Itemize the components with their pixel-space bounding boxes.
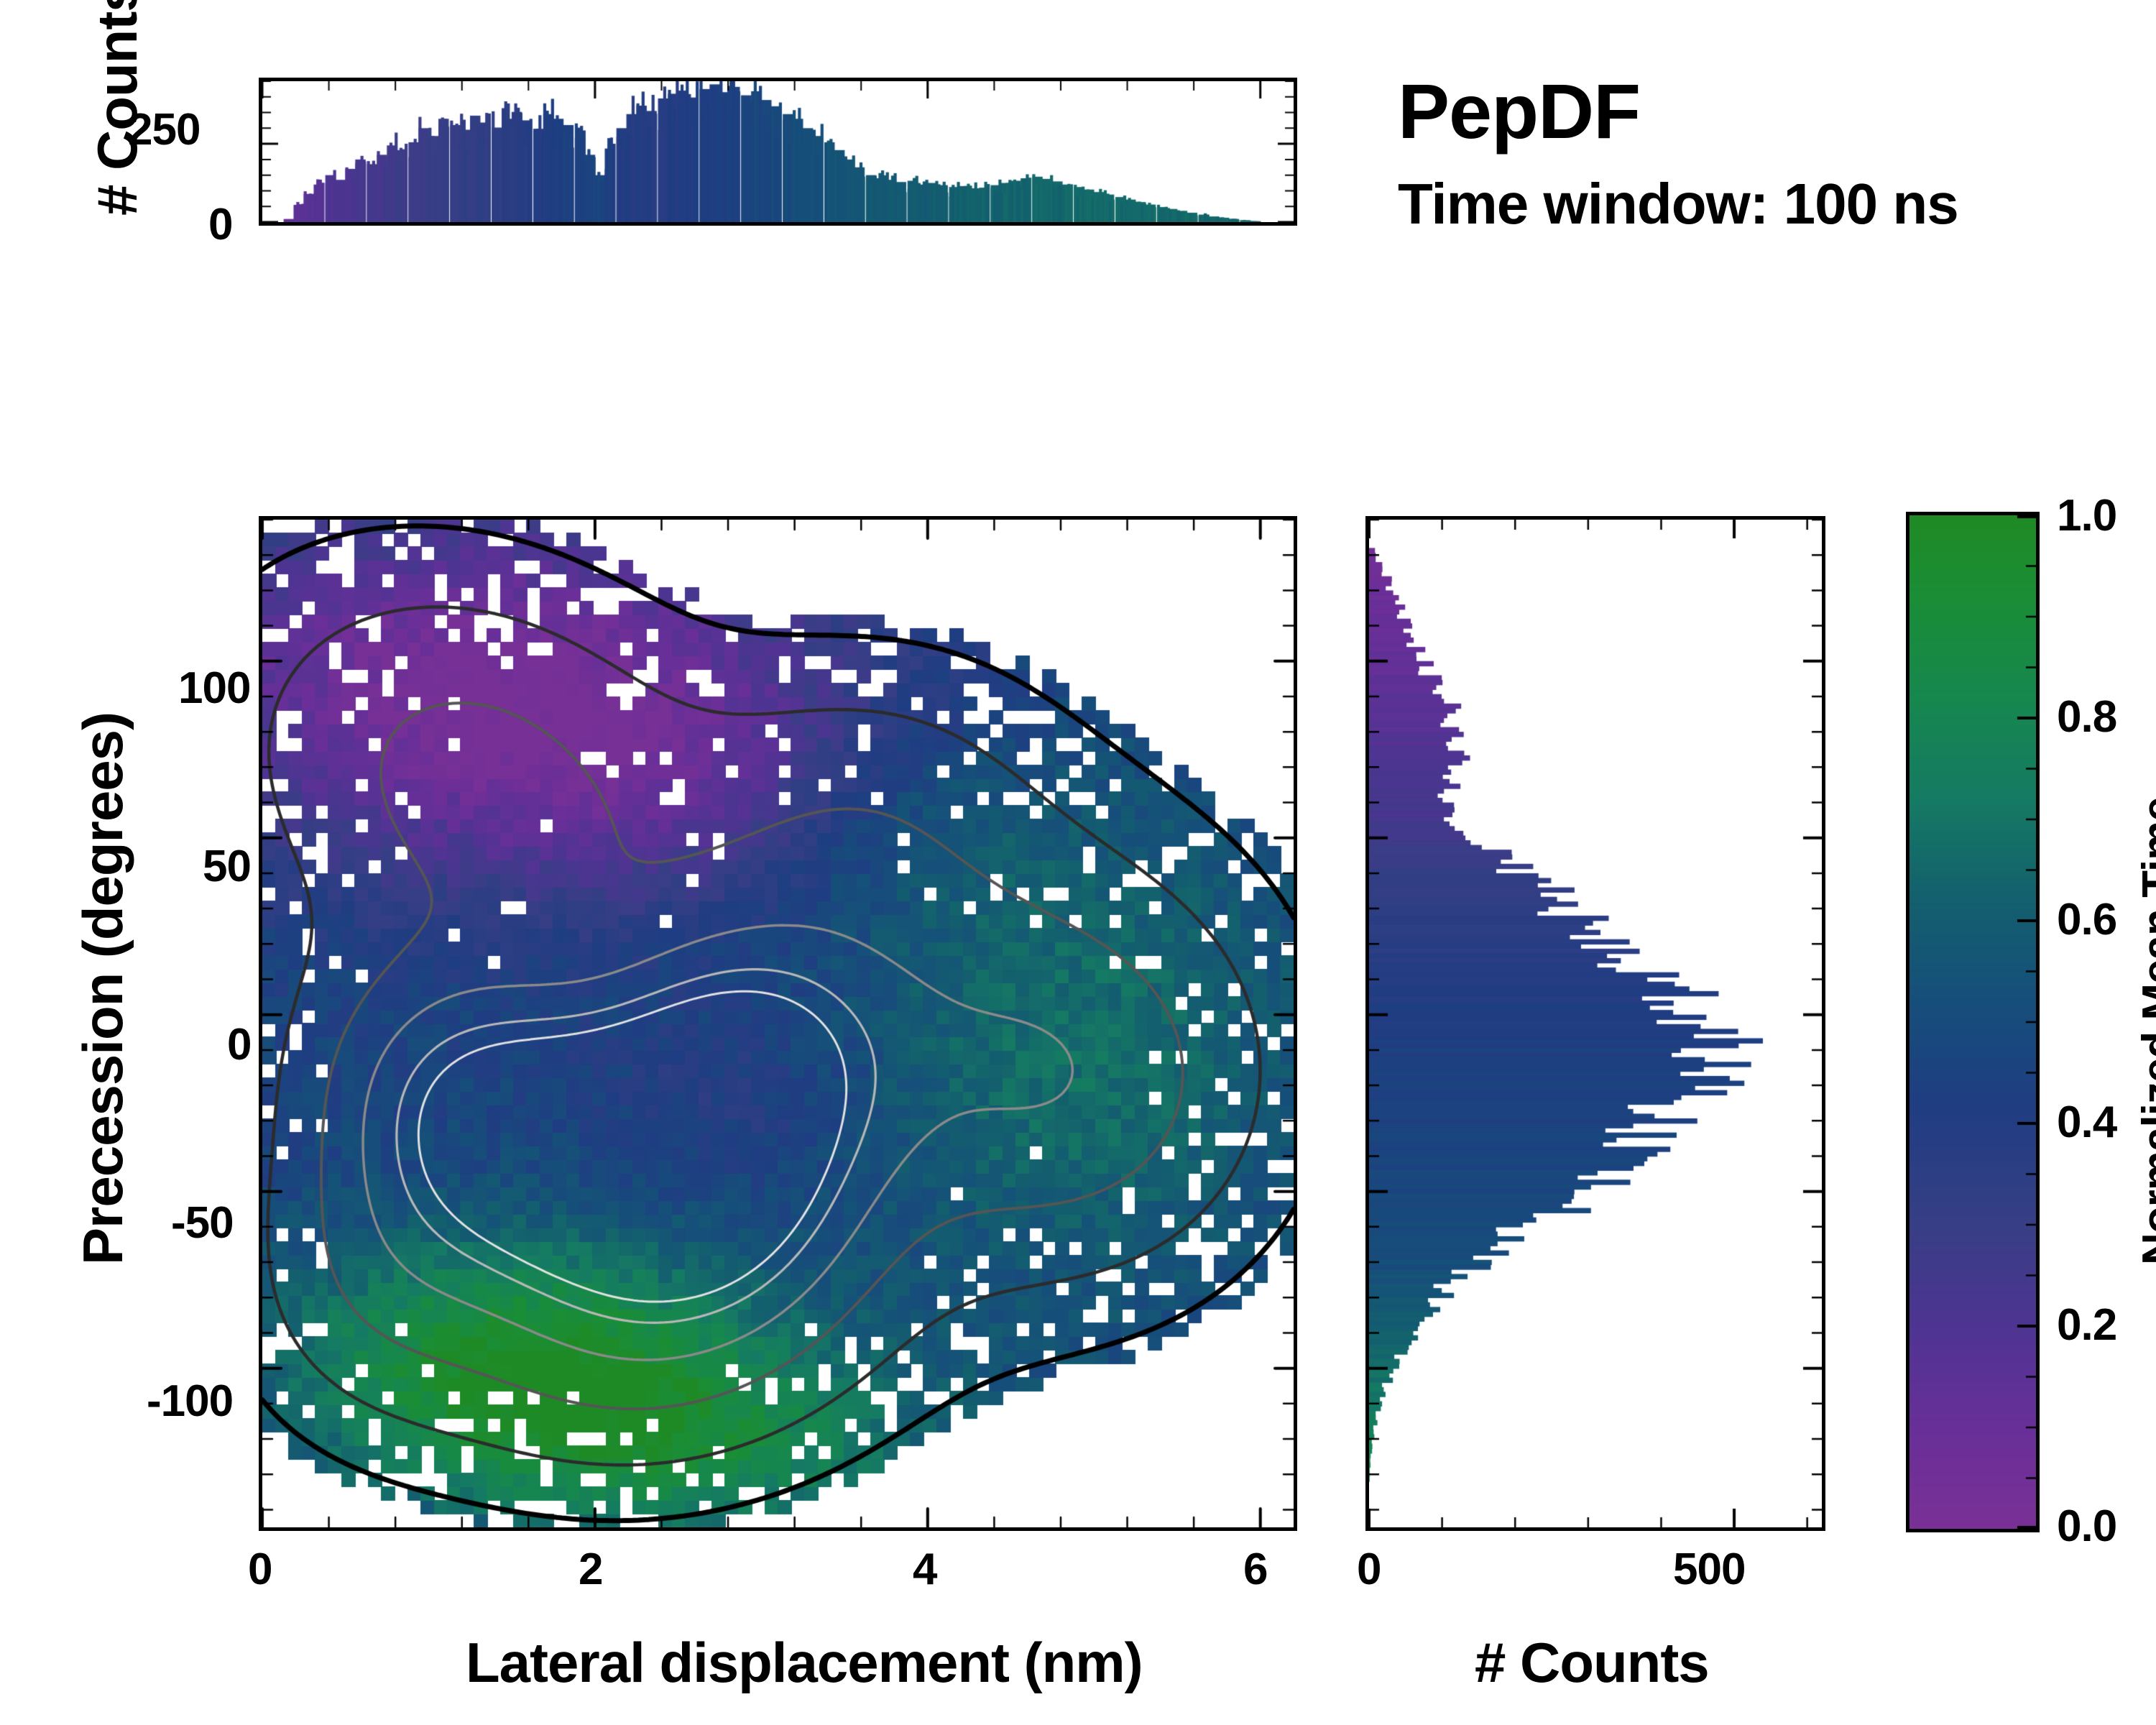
top-ytick-label-250: 250 bbox=[128, 105, 201, 155]
colorbar-gradient bbox=[1909, 515, 2036, 1529]
right-xtick-label-0: 0 bbox=[1357, 1545, 1381, 1594]
colorbar-tick-label-0_2: 0.2 bbox=[2057, 1300, 2117, 1350]
top-ytick-label-0: 0 bbox=[208, 200, 233, 249]
figure-subtitle: Time window: 100 ns bbox=[1398, 172, 1959, 236]
colorbar-tick-label-0_0: 0.0 bbox=[2057, 1501, 2117, 1551]
main-xtick-label-0: 0 bbox=[248, 1545, 272, 1594]
main-ytick-label-50: 50 bbox=[203, 842, 252, 891]
right-histogram-axes bbox=[1365, 516, 1825, 1531]
main-ytick-label-neg100: -100 bbox=[147, 1376, 234, 1426]
colorbar-axes bbox=[1906, 512, 2040, 1532]
colorbar-tick-label-0_4: 0.4 bbox=[2057, 1098, 2117, 1147]
main-xlabel: Lateral displacement (nm) bbox=[466, 1631, 1143, 1694]
figure-title: PepDF bbox=[1398, 68, 1641, 155]
main-ytick-label-0: 0 bbox=[227, 1020, 252, 1070]
main-xtick-label-6: 6 bbox=[1243, 1545, 1268, 1594]
main-xtick-label-2: 2 bbox=[579, 1545, 603, 1594]
top-histogram-canvas bbox=[262, 81, 1294, 222]
main-ytick-label-neg50: -50 bbox=[171, 1198, 234, 1248]
colorbar-tick-label-1_0: 1.0 bbox=[2057, 491, 2117, 540]
main-ylabel: Precession (degrees) bbox=[71, 712, 134, 1265]
right-histogram-canvas bbox=[1369, 520, 1822, 1527]
colorbar-label: Normalized Mean Time bbox=[2134, 797, 2156, 1265]
main-ytick-label-100: 100 bbox=[178, 663, 251, 713]
main-heatmap-canvas bbox=[262, 520, 1294, 1527]
right-xlabel: # Counts bbox=[1475, 1631, 1710, 1694]
top-histogram-axes bbox=[259, 78, 1297, 226]
right-xtick-label-500: 500 bbox=[1673, 1545, 1746, 1594]
colorbar-tick-label-0_8: 0.8 bbox=[2057, 692, 2117, 742]
main-heatmap-axes bbox=[259, 516, 1297, 1531]
main-xtick-label-4: 4 bbox=[913, 1545, 937, 1594]
colorbar-tick-label-0_6: 0.6 bbox=[2057, 895, 2117, 944]
top-ylabel: # Counts bbox=[86, 0, 149, 216]
